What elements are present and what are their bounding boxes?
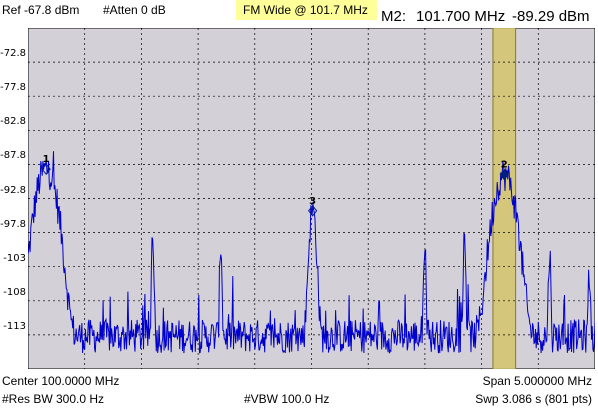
marker-1-label: 1 <box>43 154 50 165</box>
y-tick-label: -113 <box>3 320 26 332</box>
y-tick-label: -77.8 <box>0 82 26 94</box>
y-tick-label: -92.8 <box>0 184 26 196</box>
marker-level: -89.29 dBm <box>512 8 590 25</box>
sweep-time: Swp 3.086 s (801 pts) <box>475 392 592 406</box>
marker-frequency: 101.700 MHz <box>416 8 506 25</box>
marker-3-diamond[interactable] <box>307 204 318 217</box>
spectrum-plot[interactable]: 1 2 3 <box>27 27 596 370</box>
y-tick-label: -87.8 <box>0 150 26 162</box>
marker-3-label: 3 <box>309 196 316 207</box>
y-tick-label: -97.8 <box>0 218 26 230</box>
ref-level: Ref -67.8 dBm <box>2 3 80 17</box>
y-tick-label: -108 <box>3 286 26 298</box>
fm-badge-label: FM Wide @ 101.7 MHz <box>243 3 368 17</box>
span: Span 5.000000 MHz <box>482 374 592 388</box>
resolution-bandwidth: #Res BW 300.0 Hz <box>2 392 105 406</box>
marker-2-label: 2 <box>501 160 508 171</box>
top-status-bar: Ref -67.8 dBm #Atten 0 dB FM Wide @ 101.… <box>0 0 598 25</box>
marker-2-diamond[interactable] <box>499 168 509 181</box>
markers: 1 2 3 <box>41 154 509 217</box>
y-tick-label: -82.8 <box>0 116 26 128</box>
video-bandwidth: #VBW 100.0 Hz <box>244 392 330 406</box>
fm-demod-badge[interactable]: FM Wide @ 101.7 MHz <box>236 0 377 20</box>
y-tick-label: -72.8 <box>0 48 26 60</box>
attenuation: #Atten 0 dB <box>103 3 166 17</box>
marker-label: M2: <box>381 8 407 25</box>
y-tick-label: -103 <box>3 252 26 264</box>
bottom-status-bar: Center 100.0000 MHz Span 5.000000 MHz #R… <box>0 372 598 411</box>
grid-lines <box>28 28 595 369</box>
center-frequency: Center 100.0000 MHz <box>2 374 120 388</box>
spectrum-trace <box>27 151 596 354</box>
spectrum-svg: 1 2 3 <box>27 27 596 370</box>
marker-1-diamond[interactable] <box>41 163 51 175</box>
